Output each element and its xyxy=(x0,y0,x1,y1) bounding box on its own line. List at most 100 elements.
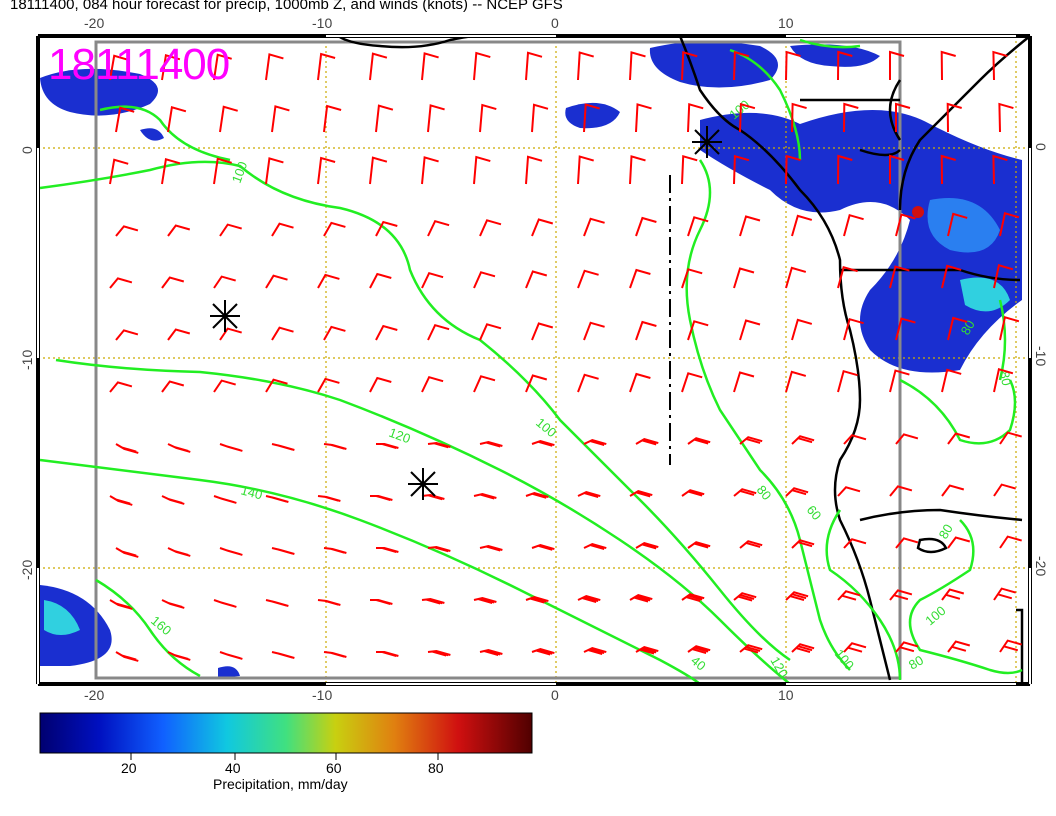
wind-barb xyxy=(427,324,450,341)
left-tick-label: -10 xyxy=(19,350,35,370)
wind-barb xyxy=(947,212,968,237)
colorbar-tick-label: 20 xyxy=(121,760,137,776)
wind-barb xyxy=(115,651,139,662)
wind-barb xyxy=(317,377,340,393)
axis-frame xyxy=(36,34,1032,686)
wind-barb xyxy=(473,375,496,393)
wind-barb xyxy=(479,323,502,341)
wind-barb xyxy=(687,320,709,341)
wind-barb xyxy=(895,641,919,653)
wind-barb xyxy=(427,104,445,133)
wind-barb xyxy=(843,434,867,445)
wind-barb xyxy=(167,443,191,453)
wind-barb xyxy=(525,155,543,185)
wind-barb xyxy=(427,220,450,237)
wind-barb xyxy=(421,156,439,185)
wind-barb xyxy=(843,213,864,237)
wind-barb xyxy=(791,318,813,341)
wind-barb xyxy=(785,487,809,497)
wind-barb xyxy=(733,592,757,602)
top-tick-label: -20 xyxy=(84,15,104,31)
left-tick-label: -20 xyxy=(19,560,35,580)
colorbar-label: Precipitation, mm/day xyxy=(213,776,348,792)
wind-barb xyxy=(115,547,139,558)
top-tick-label: -10 xyxy=(312,15,332,31)
wind-barb xyxy=(843,317,864,341)
wind-barb xyxy=(687,541,711,549)
date-stamp: 18111400 xyxy=(48,40,230,89)
wind-barb xyxy=(427,545,451,553)
wind-barb xyxy=(213,157,232,185)
wind-barb xyxy=(992,154,1008,185)
contour-label: 100 xyxy=(922,603,948,628)
wind-barb xyxy=(947,316,968,341)
wind-barb xyxy=(369,52,388,81)
wind-barb xyxy=(889,50,905,80)
wind-barb xyxy=(473,271,496,289)
wind-barb xyxy=(271,651,295,659)
wind-barb xyxy=(161,276,185,289)
wind-barb xyxy=(427,649,451,657)
wind-barb xyxy=(947,432,971,445)
wind-barb xyxy=(895,317,916,341)
wind-barb xyxy=(889,589,913,601)
wind-barb xyxy=(167,651,191,661)
colorbar: 20 40 60 80 Precipitation, mm/day xyxy=(39,712,533,792)
wind-barb xyxy=(317,52,336,81)
wind-barb xyxy=(375,220,398,237)
wind-barb xyxy=(583,321,605,341)
contour-label: 80 xyxy=(997,370,1014,387)
wind-barb xyxy=(421,272,444,289)
precip-patch xyxy=(960,277,1010,312)
wind-barb xyxy=(219,651,243,660)
wind-barb xyxy=(635,103,652,133)
wind-barb xyxy=(681,50,698,81)
center-marker xyxy=(692,126,722,158)
wind-barb xyxy=(473,155,491,185)
bottom-tick-label: 0 xyxy=(551,687,559,703)
top-tick-label: 0 xyxy=(551,15,559,31)
wind-barb xyxy=(219,443,243,452)
wind-barb xyxy=(629,51,646,81)
wind-barb xyxy=(219,223,242,237)
contour-label: 120 xyxy=(387,425,413,447)
wind-barb xyxy=(161,54,181,81)
wind-barb xyxy=(733,154,750,185)
left-tick-label: 0 xyxy=(19,146,35,154)
wind-barb xyxy=(265,378,288,393)
wind-barb xyxy=(999,639,1022,653)
wind-barb xyxy=(323,443,347,450)
wind-barb xyxy=(941,588,965,601)
wind-barb xyxy=(895,537,919,549)
wind-barb xyxy=(577,373,599,393)
wind-barb xyxy=(421,597,445,605)
right-tick-label: -10 xyxy=(1033,346,1049,366)
wind-barb xyxy=(109,277,133,289)
wind-barb xyxy=(577,269,599,289)
wind-barb xyxy=(219,105,238,133)
wind-barb xyxy=(369,272,392,289)
coastlines xyxy=(337,34,1031,684)
wind-barb xyxy=(733,50,750,81)
wind-barb xyxy=(785,591,809,602)
wind-barb xyxy=(843,538,867,549)
wind-barb xyxy=(785,266,807,289)
bottom-tick-label: 10 xyxy=(778,687,794,703)
wind-barb xyxy=(583,103,600,133)
wind-barb xyxy=(739,319,761,341)
wind-barb xyxy=(323,547,347,554)
wind-barb xyxy=(323,651,347,658)
wind-barb xyxy=(629,372,651,393)
wind-barb xyxy=(681,268,703,289)
wind-barb xyxy=(681,154,698,185)
wind-barb xyxy=(999,535,1022,549)
wind-barb xyxy=(323,221,346,237)
wind-barb xyxy=(993,587,1016,601)
wind-barb xyxy=(375,324,398,341)
wind-barb xyxy=(837,590,861,601)
wind-barb xyxy=(115,225,139,237)
colorbar-tick-label: 40 xyxy=(225,760,241,776)
region-box xyxy=(94,40,902,680)
wind-barb xyxy=(167,224,191,237)
wind-barb xyxy=(525,596,549,604)
